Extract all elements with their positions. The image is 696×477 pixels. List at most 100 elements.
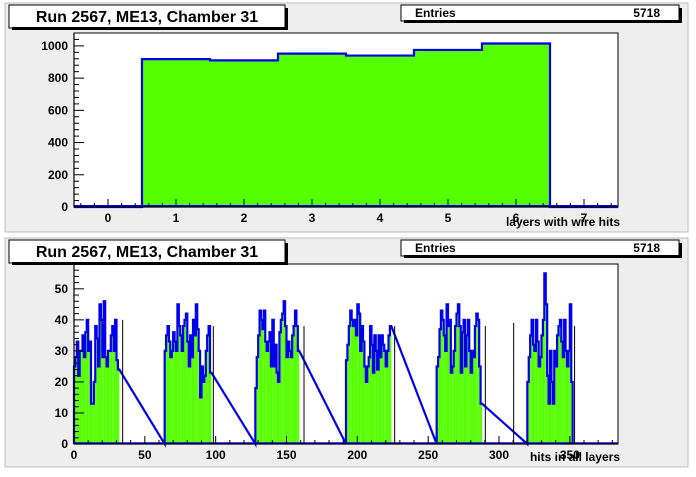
histogram-bar <box>190 335 192 444</box>
histogram-bar <box>474 326 477 444</box>
x-tick-label: 6 <box>513 211 520 225</box>
histogram-bar <box>297 350 300 444</box>
histogram-bars <box>72 272 618 448</box>
histogram-bar <box>544 273 546 444</box>
histogram-bar <box>541 335 543 444</box>
stats-entries-value: 5718 <box>633 241 660 255</box>
histogram-bar <box>384 350 386 444</box>
histogram-bars <box>74 42 618 209</box>
histogram-bar <box>188 366 191 444</box>
histogram-bar <box>358 313 361 444</box>
histogram-bar <box>293 326 295 444</box>
histogram-bar <box>105 357 107 444</box>
histogram-bar <box>96 338 99 444</box>
histogram-bar <box>555 366 558 444</box>
histogram-bar <box>473 357 475 444</box>
histogram-bar <box>557 335 559 444</box>
histogram-bar <box>210 60 278 208</box>
histogram-bar <box>531 319 533 444</box>
histogram-bar <box>467 319 470 444</box>
histogram-bar <box>446 304 448 444</box>
histogram-bar <box>439 329 441 444</box>
histogram-bar <box>100 319 103 444</box>
histogram-bar <box>363 341 365 444</box>
histogram-bar <box>270 366 273 444</box>
histogram-bar <box>79 350 82 444</box>
x-tick-label: 250 <box>418 448 438 462</box>
histogram-bar <box>538 366 541 444</box>
x-tick-label: 3 <box>309 211 316 225</box>
histogram-bar <box>289 350 291 444</box>
histogram-bar <box>191 357 193 444</box>
x-tick-label: 50 <box>138 448 152 462</box>
histogram-bar <box>351 319 354 444</box>
histogram-bar <box>266 350 269 444</box>
histogram-bar <box>83 357 86 444</box>
histogram-bar <box>109 350 111 444</box>
histogram-bar <box>95 326 97 444</box>
histogram-bar <box>388 335 390 444</box>
histogram-bar <box>81 350 83 444</box>
histogram-bar <box>263 310 266 444</box>
stats-box: Entries 5718 <box>400 4 682 23</box>
histogram-bar <box>99 304 101 444</box>
histogram-bar <box>377 369 379 444</box>
histogram-bar <box>374 335 376 444</box>
histogram-bar <box>537 341 539 444</box>
x-tick-label: 200 <box>347 448 367 462</box>
histogram-bar <box>378 335 380 444</box>
histogram-bar <box>185 313 188 444</box>
histogram-bar <box>548 403 550 444</box>
histogram-bar <box>360 350 362 444</box>
y-tick-label: 0 <box>61 200 68 214</box>
histogram-bar <box>564 319 566 444</box>
histogram-bar <box>88 350 90 444</box>
histogram-bar <box>210 372 212 444</box>
histogram-bar <box>443 335 446 444</box>
histogram-bar <box>561 341 563 444</box>
histogram-bar <box>197 329 199 444</box>
histogram-bar <box>202 381 205 444</box>
histogram-bar <box>385 366 388 444</box>
histogram-bar <box>76 341 79 444</box>
histogram-bar <box>184 319 186 444</box>
histogram-bar <box>542 319 545 444</box>
histogram-bar <box>348 326 351 444</box>
title-box: Run 2567, ME13, Chamber 31 <box>8 4 288 30</box>
histogram-bar <box>183 326 185 444</box>
histogram-bar <box>200 397 202 444</box>
histogram-bar <box>256 357 259 444</box>
histogram-bar <box>558 326 560 444</box>
histogram-bar <box>354 319 356 444</box>
histogram-bar <box>166 335 168 444</box>
x-axis-label: layers with wire hits <box>506 215 620 229</box>
histogram-bar <box>259 310 261 444</box>
histogram-bar <box>453 350 456 444</box>
histogram-bar <box>261 319 263 444</box>
histogram-bar <box>178 326 181 444</box>
histogram-bar <box>177 304 179 444</box>
x-tick-label: 4 <box>377 211 384 225</box>
histogram-bar <box>479 366 481 444</box>
histogram-bar <box>86 319 89 444</box>
histogram-bar <box>279 332 281 444</box>
histogram-bar <box>440 310 443 444</box>
histogram-bar <box>465 366 467 444</box>
stats-box-shadow <box>404 20 682 23</box>
histogram-bar <box>106 366 108 444</box>
histogram-bar <box>387 350 389 444</box>
histogram-bar <box>173 332 175 444</box>
x-tick-label: 300 <box>489 448 509 462</box>
histogram-bar <box>262 329 264 444</box>
stats-entries-label: Entries <box>415 241 456 255</box>
histogram-bar <box>273 366 276 444</box>
histogram-bar <box>568 350 570 444</box>
stats-box-shadow-side <box>679 8 682 22</box>
histogram-bar <box>460 372 463 444</box>
histogram-bar <box>466 335 468 444</box>
histogram-bar <box>275 344 277 444</box>
panel-layers-histogram: 0 1 2 3 4 5 6 7 0 200 400 600 800 1000 Run 2567, ME13… <box>4 2 689 233</box>
stats-box-shadow-side <box>679 243 682 257</box>
histogram-bar <box>278 381 280 444</box>
